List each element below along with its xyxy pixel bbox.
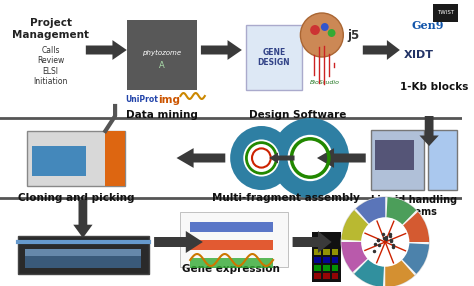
- Wedge shape: [385, 212, 429, 242]
- Text: IDT: IDT: [411, 50, 433, 60]
- FancyBboxPatch shape: [375, 140, 414, 170]
- FancyArrow shape: [317, 148, 366, 168]
- Text: Design Software: Design Software: [249, 110, 346, 120]
- Circle shape: [243, 140, 280, 176]
- FancyBboxPatch shape: [246, 25, 302, 90]
- Circle shape: [290, 137, 330, 179]
- Text: Multi-fragment assembly: Multi-fragment assembly: [212, 193, 360, 203]
- FancyBboxPatch shape: [181, 212, 288, 267]
- Wedge shape: [354, 242, 385, 286]
- FancyBboxPatch shape: [314, 249, 321, 255]
- FancyArrow shape: [201, 40, 242, 60]
- FancyBboxPatch shape: [27, 131, 125, 186]
- Text: img: img: [158, 95, 180, 105]
- FancyBboxPatch shape: [314, 273, 321, 279]
- Text: j5: j5: [347, 29, 359, 41]
- FancyBboxPatch shape: [25, 256, 141, 268]
- FancyArrow shape: [269, 152, 294, 164]
- Text: BioStudio: BioStudio: [310, 80, 340, 85]
- FancyArrow shape: [154, 231, 203, 253]
- Wedge shape: [341, 242, 385, 272]
- Circle shape: [301, 13, 343, 57]
- Circle shape: [361, 217, 410, 267]
- FancyBboxPatch shape: [428, 130, 457, 190]
- Circle shape: [341, 197, 429, 286]
- Text: Project
Management: Project Management: [12, 18, 89, 39]
- FancyBboxPatch shape: [433, 4, 458, 22]
- FancyBboxPatch shape: [312, 232, 341, 282]
- FancyBboxPatch shape: [18, 236, 149, 274]
- FancyBboxPatch shape: [32, 146, 86, 176]
- Text: TWIST: TWIST: [437, 11, 454, 15]
- FancyArrow shape: [73, 200, 92, 238]
- FancyBboxPatch shape: [105, 131, 125, 186]
- Text: Gen9: Gen9: [411, 20, 444, 31]
- Circle shape: [245, 141, 278, 175]
- FancyBboxPatch shape: [314, 265, 321, 271]
- FancyBboxPatch shape: [323, 257, 329, 263]
- FancyArrow shape: [419, 116, 439, 146]
- FancyBboxPatch shape: [332, 257, 338, 263]
- Text: DESIGN: DESIGN: [258, 58, 291, 67]
- Wedge shape: [385, 242, 429, 274]
- FancyBboxPatch shape: [332, 249, 338, 255]
- Wedge shape: [356, 197, 385, 242]
- FancyBboxPatch shape: [190, 240, 273, 250]
- Text: GENE: GENE: [263, 48, 286, 57]
- Text: 1-Kb blocks: 1-Kb blocks: [400, 82, 468, 92]
- FancyBboxPatch shape: [190, 258, 273, 268]
- FancyBboxPatch shape: [25, 249, 141, 263]
- Circle shape: [230, 126, 292, 190]
- Text: Gene expression: Gene expression: [182, 264, 280, 274]
- Text: X: X: [404, 50, 412, 60]
- Wedge shape: [385, 197, 416, 242]
- FancyBboxPatch shape: [371, 130, 424, 190]
- Circle shape: [328, 29, 336, 37]
- Text: A: A: [159, 61, 165, 69]
- FancyBboxPatch shape: [127, 20, 197, 90]
- FancyArrow shape: [292, 231, 332, 253]
- Circle shape: [288, 135, 333, 181]
- FancyBboxPatch shape: [332, 273, 338, 279]
- FancyBboxPatch shape: [332, 265, 338, 271]
- Text: Calls
Review
ELSI
Initiation: Calls Review ELSI Initiation: [34, 46, 68, 86]
- Text: UniProt: UniProt: [125, 95, 158, 104]
- Text: phytozome: phytozome: [142, 50, 182, 56]
- Circle shape: [310, 25, 320, 35]
- Circle shape: [271, 118, 349, 198]
- Text: Data mining: Data mining: [126, 110, 198, 120]
- FancyBboxPatch shape: [323, 265, 329, 271]
- FancyBboxPatch shape: [190, 222, 273, 232]
- FancyBboxPatch shape: [323, 249, 329, 255]
- FancyArrow shape: [176, 148, 225, 168]
- Wedge shape: [385, 242, 415, 286]
- Text: Cloning and picking: Cloning and picking: [18, 193, 134, 203]
- Text: Liquid handling
systems: Liquid handling systems: [372, 195, 457, 217]
- Circle shape: [321, 23, 328, 31]
- FancyArrow shape: [363, 40, 400, 60]
- FancyBboxPatch shape: [314, 257, 321, 263]
- Wedge shape: [341, 210, 385, 242]
- FancyArrow shape: [86, 40, 127, 60]
- FancyBboxPatch shape: [323, 273, 329, 279]
